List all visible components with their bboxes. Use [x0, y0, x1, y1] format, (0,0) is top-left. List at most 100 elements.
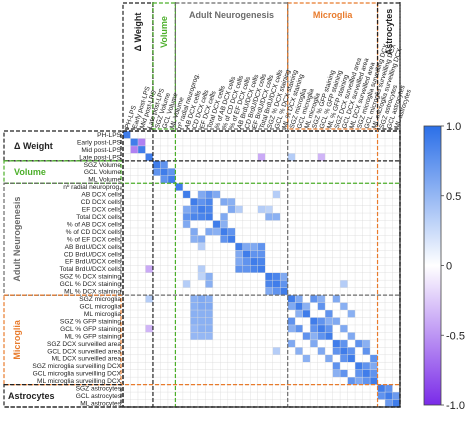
heatmap-cell: [227, 205, 236, 214]
heatmap-cell: [235, 265, 243, 273]
row-label: Mid post-LPS: [81, 147, 121, 154]
heatmap-cell: [242, 257, 251, 266]
row-label: ML microglia: [84, 311, 121, 318]
heatmap-cell: [355, 339, 363, 348]
heatmap-cell: [340, 280, 348, 288]
heatmap-cell: [197, 235, 206, 243]
row-label: GCL microglia surveilling DCX: [33, 371, 122, 378]
colorbar-tick-label: 0: [446, 261, 452, 273]
heatmap-cell-diagonal: [182, 190, 191, 199]
heatmap-cell: [190, 227, 198, 236]
row-label: nº radial neuroprog.: [63, 184, 121, 191]
group-col-box: [122, 2, 154, 130]
column-group-label: Astrocytes: [384, 9, 394, 56]
heatmap-cell: [130, 145, 138, 154]
group-dividers: [3, 2, 401, 408]
heatmap-cell-diagonal: [310, 317, 318, 325]
heatmap-cell: [317, 347, 326, 355]
heatmap-cell: [370, 354, 378, 363]
heatmap-cell: [167, 168, 176, 176]
row-label: ML Volume: [88, 177, 121, 184]
heatmap-cell: [302, 354, 311, 363]
heatmap-cell: [310, 295, 318, 303]
heatmap-cell-diagonal: [212, 220, 221, 228]
heatmap-cell: [182, 220, 191, 228]
heatmap-cell: [190, 302, 198, 311]
heatmap-cell: [332, 347, 341, 355]
heatmap-cell-diagonal: [287, 295, 296, 303]
heatmap-cell-diagonal: [265, 272, 273, 281]
column-group-label: Microglia: [313, 10, 354, 20]
heatmap-cell: [370, 369, 378, 378]
heatmap-cell: [197, 324, 206, 333]
heatmap-cell: [197, 272, 206, 281]
heatmap-cell: [242, 265, 251, 273]
heatmap-cell-diagonal: [197, 205, 206, 214]
row-label: ML DCX surveilled area: [52, 356, 122, 363]
heatmap-cell-diagonal: [377, 384, 386, 393]
heatmap-cell: [197, 310, 206, 318]
heatmap-cell: [370, 362, 378, 370]
heatmap-cell-diagonal: [272, 280, 281, 288]
heatmap-cell-diagonal: [280, 287, 288, 296]
group-row-box: [3, 160, 122, 184]
column-group-label: Volume: [159, 16, 169, 48]
heatmap-cell: [302, 302, 311, 311]
heatmap-cell: [377, 392, 386, 400]
row-label: % of EF DCX cells: [67, 236, 122, 243]
heatmap-cell-diagonal: [137, 145, 146, 154]
heatmap-cell: [205, 205, 213, 214]
heatmap-cell: [235, 250, 243, 258]
row-label: GCL Volume: [84, 169, 121, 176]
heatmap-cell: [242, 242, 251, 251]
heatmap-cell: [152, 168, 161, 176]
heatmap-cell: [265, 280, 273, 288]
row-label: Late post-LPS: [79, 154, 121, 161]
heatmap-cell: [145, 324, 153, 333]
heatmap-cell: [227, 227, 236, 236]
heatmap-cell: [257, 153, 266, 161]
row-label: ML % GFP staining: [65, 333, 122, 340]
row-label: SGZ % GFP staining: [60, 318, 121, 325]
row-label: AB BrdU/DCX cells: [65, 244, 122, 251]
row-group-label: Adult Neurogenesis: [12, 197, 22, 282]
row-label: EF BrdU/DCX cells: [65, 259, 122, 266]
heatmap-cell: [332, 295, 341, 303]
heatmap-cell: [302, 332, 311, 340]
heatmap-cell: [272, 272, 281, 281]
heatmap-cell-diagonal: [227, 235, 236, 243]
row-label: CD BrdU/DCX cells: [64, 251, 122, 258]
heatmap-cell: [332, 362, 341, 370]
heatmap-cell-diagonal: [355, 362, 363, 370]
heatmap-cell: [362, 347, 371, 355]
heatmap-cell-diagonal: [175, 183, 183, 191]
heatmap-cell: [160, 160, 168, 169]
heatmap-cell: [295, 310, 303, 318]
heatmap-cell: [332, 317, 341, 325]
heatmap-cell-diagonal: [250, 257, 258, 266]
heatmap-cell: [197, 242, 206, 251]
heatmap-cell: [257, 242, 266, 251]
heatmap-cell: [197, 332, 206, 340]
heatmap-cell: [235, 205, 243, 214]
heatmap-cell: [340, 354, 348, 363]
row-label: GCL DCX surveilled area: [47, 348, 121, 355]
colorbar-tick-label: 1.0: [446, 121, 461, 133]
heatmap-cell: [295, 324, 303, 333]
heatmap-cell: [220, 220, 228, 228]
heatmap-cell: [257, 257, 266, 266]
heatmap-cell: [182, 205, 191, 214]
heatmap-cell-diagonal: [295, 302, 303, 311]
heatmap-cell: [340, 369, 348, 378]
heatmap-cell: [295, 347, 303, 355]
heatmap-cell-diagonal: [302, 310, 311, 318]
heatmap-cell: [220, 213, 228, 221]
heatmap-cell: [340, 324, 348, 333]
heatmap-cell-diagonal: [190, 198, 198, 206]
heatmap-cell: [250, 250, 258, 258]
row-label: GCL microglia: [79, 303, 121, 310]
heatmap-cell: [205, 295, 213, 303]
